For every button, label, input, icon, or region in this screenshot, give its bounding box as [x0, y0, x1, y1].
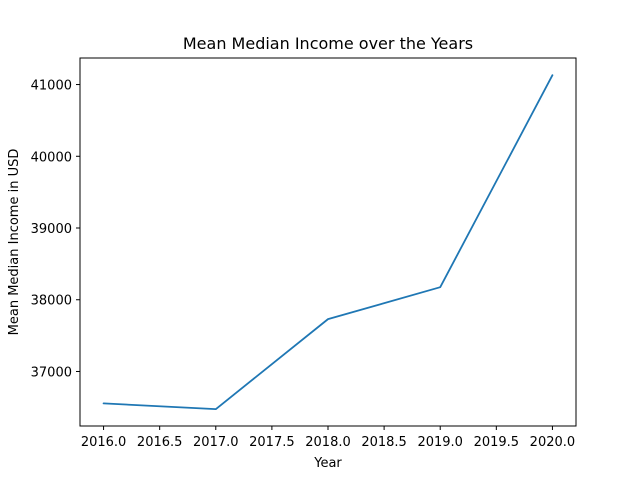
x-axis: 2016.0 2016.5 2017.0 2017.5 2018.0 2018.5 2019… [81, 426, 575, 450]
x-tick-label: 2018.5 [361, 435, 407, 450]
y-tick-label: 38000 [31, 294, 72, 309]
y-tick-label: 40000 [31, 150, 72, 165]
x-tick-label: 2019.0 [417, 435, 463, 450]
x-tick-label: 2016.0 [81, 435, 127, 450]
y-tick-label: 39000 [31, 222, 72, 237]
y-axis-label: Mean Median Income in USD [7, 149, 22, 336]
x-tick-label: 2016.5 [137, 435, 183, 450]
x-tick-label: 2017.0 [193, 435, 239, 450]
chart-title: Mean Median Income over the Years [183, 34, 473, 53]
x-tick-label: 2017.5 [249, 435, 295, 450]
x-tick-label: 2020.0 [530, 435, 576, 450]
x-axis-label: Year [313, 456, 342, 471]
y-tick-label: 41000 [31, 79, 72, 94]
y-tick-label: 37000 [31, 365, 72, 380]
series-line [102, 74, 554, 411]
y-axis: 37000 38000 39000 40000 41000 [31, 79, 80, 380]
plot-area-frame [79, 57, 577, 427]
x-tick-label: 2019.5 [474, 435, 520, 450]
x-tick-label: 2018.0 [305, 435, 351, 450]
